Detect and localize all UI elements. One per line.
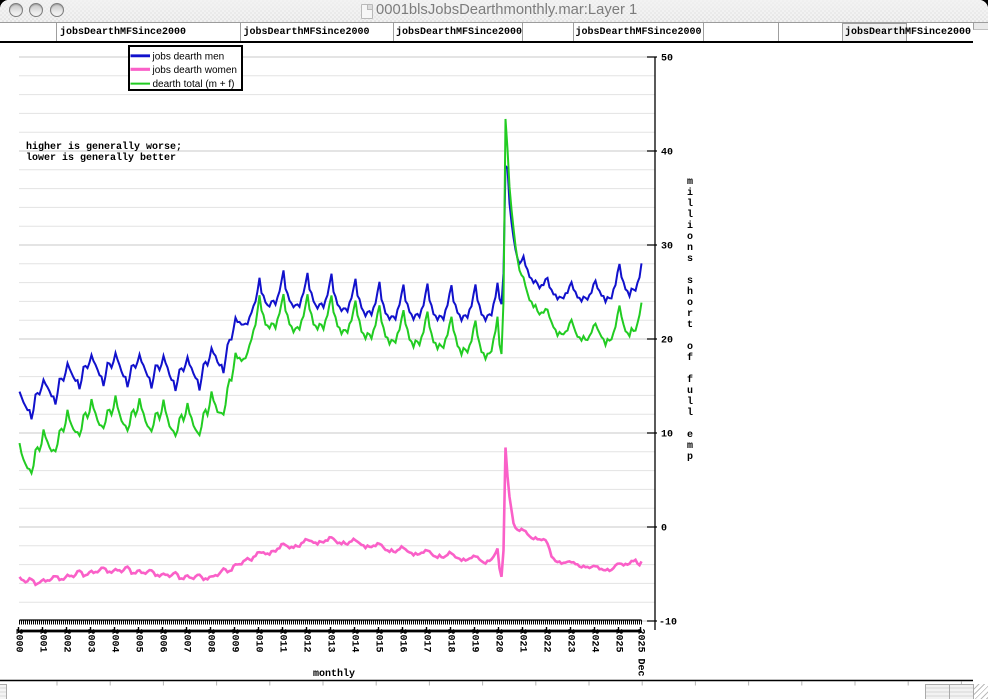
svg-text:2008: 2008 <box>205 629 216 653</box>
svg-text:t: t <box>687 320 693 331</box>
svg-text:f: f <box>687 352 693 364</box>
svg-text:2002: 2002 <box>61 629 72 653</box>
svg-text:i: i <box>687 187 693 199</box>
svg-text:30: 30 <box>661 242 673 253</box>
svg-text:2020: 2020 <box>493 629 504 653</box>
svg-text:l: l <box>687 209 693 221</box>
svg-text:2004: 2004 <box>109 629 120 653</box>
svg-text:dearth total (m + f): dearth total (m + f) <box>153 79 235 90</box>
svg-text:m: m <box>687 177 693 188</box>
svg-text:o: o <box>687 342 693 353</box>
svg-text:o: o <box>687 232 693 243</box>
svg-text:2015: 2015 <box>373 629 384 653</box>
svg-text:u: u <box>687 386 693 397</box>
svg-text:2005: 2005 <box>133 629 144 653</box>
svg-text:i: i <box>687 220 693 232</box>
svg-text:20: 20 <box>661 336 673 347</box>
svg-text:2014: 2014 <box>349 629 360 653</box>
svg-text:2013: 2013 <box>325 629 336 653</box>
svg-text:jobs dearth women: jobs dearth women <box>152 65 238 76</box>
svg-text:r: r <box>687 309 693 320</box>
svg-text:lower is generally better: lower is generally better <box>26 152 176 164</box>
svg-text:m: m <box>687 441 693 452</box>
svg-text:s: s <box>687 276 693 287</box>
svg-text:2003: 2003 <box>85 629 96 653</box>
svg-text:2010: 2010 <box>253 629 264 653</box>
svg-text:e: e <box>687 430 693 441</box>
svg-text:n: n <box>687 243 693 254</box>
svg-text:10: 10 <box>661 430 673 441</box>
svg-text:2009: 2009 <box>229 629 240 653</box>
svg-text:o: o <box>687 298 693 309</box>
svg-text:l: l <box>687 396 693 408</box>
svg-text:l: l <box>687 198 693 210</box>
svg-text:2000: 2000 <box>13 629 24 653</box>
svg-text:l: l <box>687 407 693 419</box>
svg-text:higher is generally worse;: higher is generally worse; <box>26 141 182 153</box>
svg-text:monthly: monthly <box>313 668 355 680</box>
svg-text:-10: -10 <box>659 618 677 629</box>
svg-text:2006: 2006 <box>157 629 168 653</box>
svg-text:2023: 2023 <box>565 629 576 653</box>
svg-text:2022: 2022 <box>541 629 552 653</box>
svg-text:2024: 2024 <box>589 629 600 653</box>
svg-text:2016: 2016 <box>397 629 408 653</box>
svg-text:jobs dearth men: jobs dearth men <box>152 51 225 62</box>
svg-text:2018: 2018 <box>445 629 456 653</box>
svg-text:2001: 2001 <box>37 629 48 653</box>
svg-text:s: s <box>687 254 693 265</box>
svg-text:2025: 2025 <box>613 629 624 653</box>
svg-text:p: p <box>687 452 693 463</box>
svg-text:50: 50 <box>661 54 673 65</box>
svg-text:0: 0 <box>661 524 667 535</box>
svg-text:2007: 2007 <box>181 629 192 653</box>
svg-text:2017: 2017 <box>421 629 432 653</box>
svg-text:2021: 2021 <box>517 629 528 653</box>
svg-text:2019: 2019 <box>469 629 480 653</box>
svg-text:2011: 2011 <box>277 629 288 653</box>
svg-text:f: f <box>687 374 693 386</box>
svg-text:h: h <box>687 286 693 298</box>
svg-text:2012: 2012 <box>301 629 312 653</box>
svg-text:40: 40 <box>661 148 673 159</box>
svg-text:2025 Dec: 2025 Dec <box>635 629 646 677</box>
